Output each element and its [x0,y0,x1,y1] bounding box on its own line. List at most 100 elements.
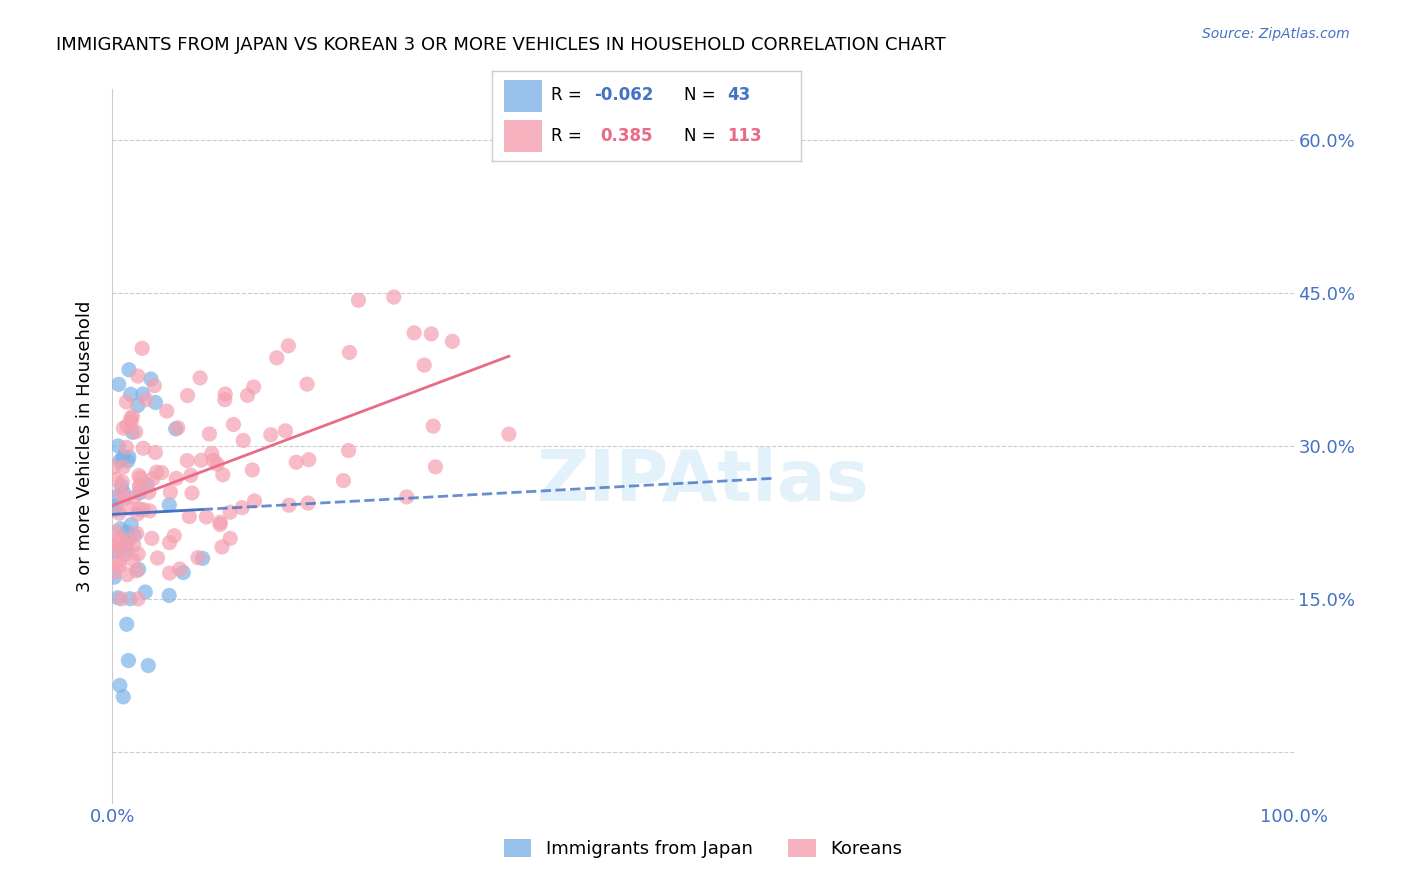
Koreans [201,446,224,460]
Koreans [404,326,426,340]
Koreans [205,457,228,471]
Koreans [110,486,132,500]
Text: N =: N = [683,127,721,145]
Koreans [211,540,233,554]
Koreans [209,517,232,532]
Koreans [108,542,131,557]
Immigrants from Japan [120,387,142,401]
Text: R =: R = [551,87,586,104]
Koreans [295,377,318,392]
Koreans [114,547,136,561]
Koreans [108,506,131,520]
Koreans [260,427,283,442]
Koreans [125,526,148,541]
Koreans [107,555,129,569]
Immigrants from Japan [103,502,125,516]
Koreans [108,531,131,545]
Koreans [242,380,264,394]
Koreans [285,455,308,469]
Koreans [297,496,319,510]
Text: IMMIGRANTS FROM JAPAN VS KOREAN 3 OR MORE VEHICLES IN HOUSEHOLD CORRELATION CHAR: IMMIGRANTS FROM JAPAN VS KOREAN 3 OR MOR… [56,36,946,54]
Koreans [339,345,361,359]
Text: R =: R = [551,127,592,145]
Immigrants from Japan [108,453,131,467]
Koreans [231,500,253,515]
Koreans [125,564,148,578]
Koreans [347,293,370,308]
Koreans [159,535,181,549]
Koreans [128,502,150,516]
Koreans [122,491,145,505]
Koreans [145,465,167,479]
Immigrants from Japan [157,589,180,603]
Immigrants from Japan [145,395,167,409]
Immigrants from Japan [117,535,139,549]
Text: 113: 113 [727,127,762,145]
Text: ZIPAtlas: ZIPAtlas [537,447,869,516]
Koreans [150,466,173,480]
Koreans [142,472,165,486]
Immigrants from Japan [115,617,138,632]
Immigrants from Japan [139,372,162,386]
Koreans [236,388,259,402]
Koreans [117,533,139,548]
Koreans [422,419,444,434]
Immigrants from Japan [103,544,125,558]
Koreans [176,388,198,402]
Koreans [209,515,232,529]
Koreans [135,392,157,407]
Koreans [110,591,132,606]
Immigrants from Japan [157,498,180,512]
Koreans [219,505,242,519]
Koreans [169,562,191,576]
Koreans [395,490,418,504]
Koreans [122,538,145,552]
Koreans [198,426,221,441]
Koreans [131,342,153,356]
Koreans [441,334,464,349]
Immigrants from Japan [132,387,155,401]
Immigrants from Japan [128,562,150,576]
Koreans [127,547,149,561]
Koreans [165,471,187,485]
Koreans [117,567,139,582]
Koreans [120,415,142,429]
Koreans [108,537,131,551]
Immigrants from Japan [117,654,139,668]
Immigrants from Japan [172,566,194,580]
Koreans [114,491,136,505]
Y-axis label: 3 or more Vehicles in Household: 3 or more Vehicles in Household [76,301,94,591]
Koreans [129,471,152,485]
Koreans [104,524,127,539]
Text: -0.062: -0.062 [595,87,654,104]
Immigrants from Japan [108,678,131,692]
Text: N =: N = [683,87,721,104]
Bar [505,80,541,112]
Koreans [127,507,149,521]
Koreans [128,468,150,483]
Immigrants from Japan [110,522,132,536]
Koreans [156,404,179,418]
Koreans [274,424,297,438]
Bar [505,120,541,152]
Immigrants from Japan [118,362,141,376]
Koreans [115,441,138,455]
Koreans [103,565,125,579]
Koreans [332,474,354,488]
Koreans [211,467,233,482]
Immigrants from Japan [103,570,125,584]
Koreans [122,553,145,567]
Immigrants from Japan [118,591,141,606]
Koreans [117,501,139,516]
Koreans [143,378,166,392]
Immigrants from Japan [103,491,125,505]
Koreans [129,478,152,492]
Koreans [425,459,447,474]
Immigrants from Japan [112,450,135,464]
Koreans [222,417,245,432]
Text: Source: ZipAtlas.com: Source: ZipAtlas.com [1202,27,1350,41]
Koreans [125,425,148,439]
Immigrants from Japan [120,517,142,532]
Immigrants from Japan [165,422,187,436]
Immigrants from Japan [134,585,156,599]
